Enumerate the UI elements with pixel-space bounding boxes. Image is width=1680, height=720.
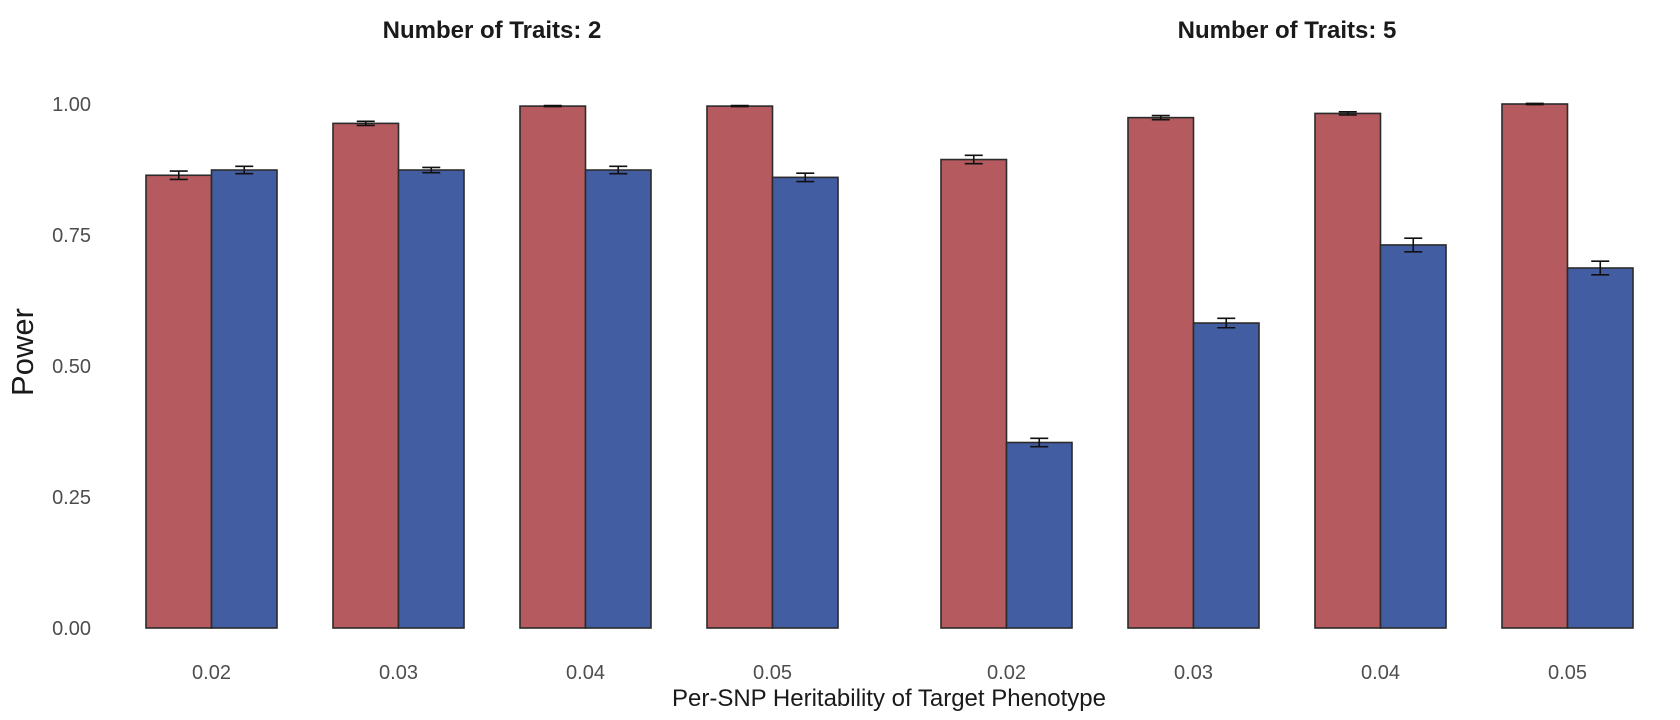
error-bar-panel2-series1-0.02	[964, 154, 983, 165]
error-bar-panel1-series2-0.04	[609, 165, 628, 175]
bar-panel1-series1-0.05	[706, 105, 774, 629]
error-bar-panel1-series2-0.05	[796, 172, 815, 183]
error-bar-panel1-series2-0.02	[235, 165, 254, 175]
bar-panel1-series2-0.02	[210, 169, 278, 629]
error-bar-panel1-series1-0.05	[730, 104, 749, 108]
panel-title-traits-5: Number of Traits: 5	[1178, 17, 1397, 44]
bar-panel2-series2-0.02	[1005, 441, 1073, 629]
x-tick-label: 0.05	[1548, 662, 1587, 684]
error-bar-panel1-series1-0.02	[169, 170, 188, 181]
bar-panel1-series2-0.04	[584, 169, 652, 629]
bar-panel2-series2-0.05	[1566, 267, 1634, 629]
error-bar-panel2-series2-0.05	[1591, 260, 1610, 276]
y-axis-title: Power	[5, 308, 40, 396]
bar-panel1-series2-0.05	[771, 176, 839, 629]
error-bar-panel2-series1-0.04	[1338, 111, 1357, 116]
bar-panel1-series1-0.02	[145, 174, 213, 629]
error-bar-panel2-series2-0.04	[1404, 237, 1423, 253]
bar-panel1-series1-0.04	[519, 105, 587, 629]
x-axis-ticks: 0.02 0.03 0.04 0.05 0.02 0.03 0.04 0.05	[192, 662, 1587, 684]
bar-panel2-series1-0.05	[1501, 103, 1569, 629]
bar-panel2-series2-0.04	[1379, 244, 1447, 629]
y-axis-ticks: 0.00 0.25 0.50 0.75 1.00	[52, 94, 91, 640]
bar-panel2-series1-0.02	[940, 158, 1008, 629]
error-bars	[169, 102, 1610, 448]
error-bar-panel1-series1-0.04	[543, 104, 562, 108]
x-tick-label: 0.04	[566, 662, 605, 684]
x-tick-label: 0.03	[379, 662, 418, 684]
x-tick-label: 0.03	[1174, 662, 1213, 684]
bar-panel2-series1-0.03	[1127, 116, 1195, 629]
bar-panel1-series1-0.03	[332, 122, 400, 629]
error-bar-panel2-series2-0.02	[1030, 437, 1049, 448]
error-bar-panel1-series2-0.03	[422, 166, 441, 174]
panel-titles: Number of Traits: 2 Number of Traits: 5	[383, 17, 1397, 44]
error-bar-panel2-series2-0.03	[1217, 317, 1236, 329]
x-tick-label: 0.04	[1361, 662, 1400, 684]
y-tick-label: 0.50	[52, 356, 91, 378]
x-tick-label: 0.05	[753, 662, 792, 684]
y-tick-label: 0.25	[52, 487, 91, 509]
x-axis-title: Per-SNP Heritability of Target Phenotype	[672, 685, 1106, 712]
y-tick-label: 1.00	[52, 94, 91, 116]
x-tick-label: 0.02	[192, 662, 231, 684]
bar-panel2-series2-0.03	[1192, 322, 1260, 629]
bar-panel2-series1-0.04	[1314, 112, 1382, 629]
error-bar-panel2-series1-0.03	[1151, 114, 1170, 121]
y-tick-label: 0.75	[52, 225, 91, 247]
error-bar-panel2-series1-0.05	[1525, 102, 1544, 106]
bars	[145, 103, 1634, 629]
y-tick-label: 0.00	[52, 618, 91, 640]
x-tick-label: 0.02	[987, 662, 1026, 684]
error-bar-panel1-series1-0.03	[356, 120, 375, 127]
bar-panel1-series2-0.03	[397, 169, 465, 629]
panel-title-traits-2: Number of Traits: 2	[383, 17, 602, 44]
